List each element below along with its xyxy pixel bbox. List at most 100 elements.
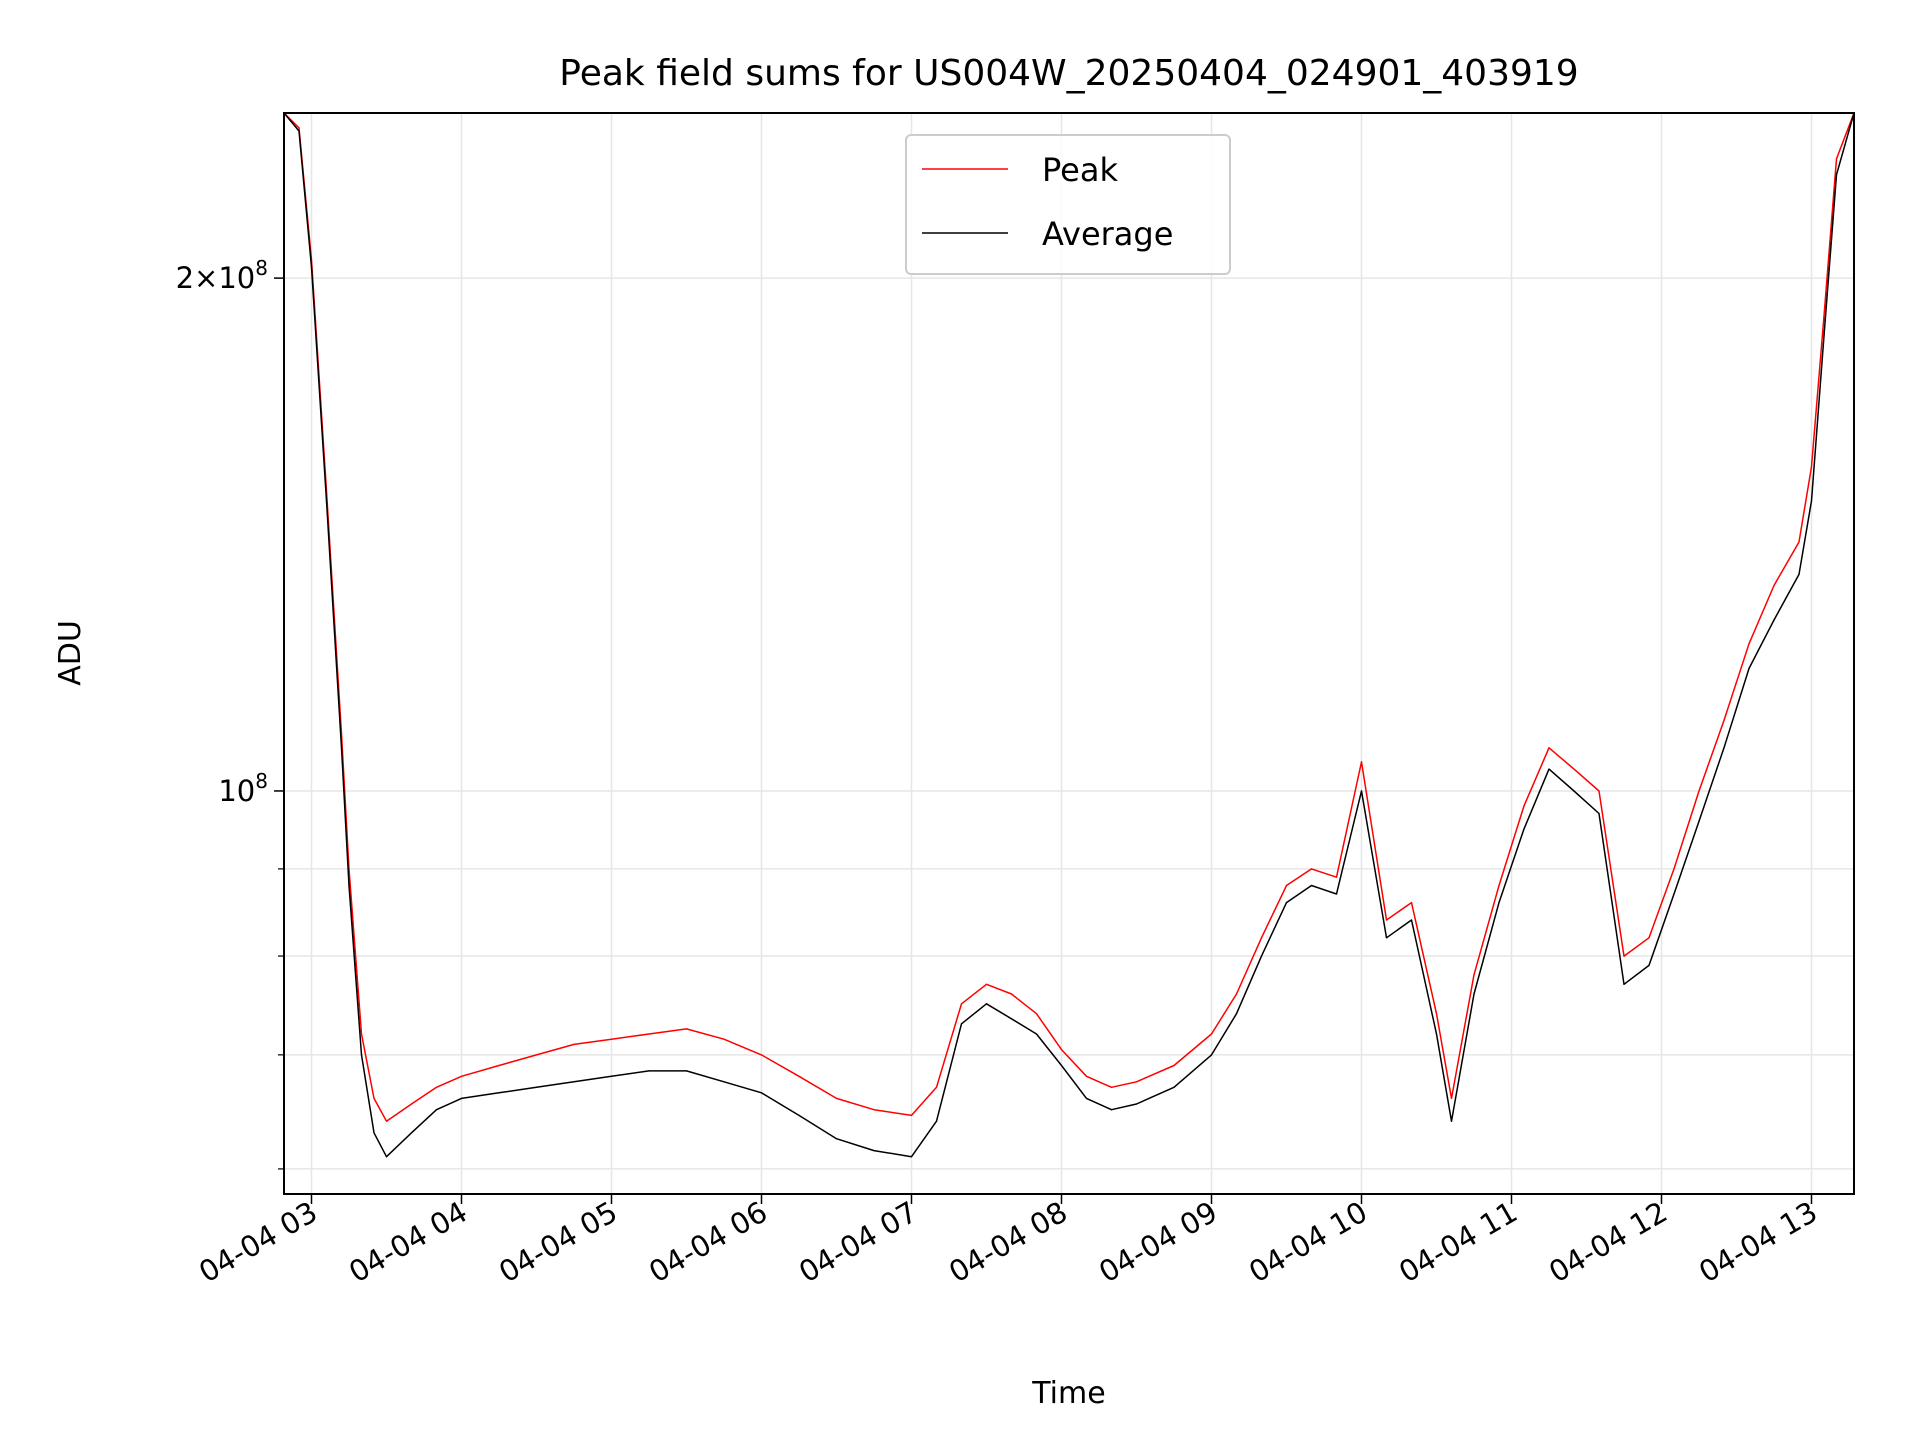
series-point-peak [648,1033,650,1035]
series-point-average [1135,1103,1138,1105]
series-point-peak [835,1097,838,1099]
series-point-peak [1435,1013,1438,1015]
series-point-peak [1060,1049,1063,1051]
series-point-average [385,1156,388,1158]
series-point-average [1698,820,1700,822]
series-point-average [1385,937,1388,939]
series-point-peak [1410,902,1413,904]
series-point-peak [1773,584,1775,587]
series-point-peak [1285,884,1288,887]
series-point-peak [1623,955,1625,957]
series-point-peak [1473,974,1475,976]
series-point-peak [1173,1064,1175,1067]
series-point-peak [373,1097,375,1099]
series-point-peak [1798,541,1800,543]
series-point-peak [1010,993,1013,995]
series-point-peak [435,1086,438,1088]
series-point-average [1060,1064,1063,1067]
series-point-average [1450,1120,1453,1122]
series-point-average [1360,790,1363,792]
series-layer [283,112,1855,1158]
series-point-average [835,1138,838,1140]
series-point-average [1810,500,1813,502]
x-axis-label: Time [1031,1376,1105,1411]
series-point-average [435,1109,438,1111]
series-point-average [1498,902,1500,904]
series-point-average [340,747,343,749]
series-point-average [1648,964,1650,967]
series-point-average [873,1150,875,1152]
y-tick-label: 108 [218,769,268,808]
y-axis-label: ADU [53,620,88,686]
series-point-average [1010,1018,1013,1020]
series-point-average [1723,747,1725,749]
series-point-average [1548,768,1550,770]
y-axis: 108 2×108 [176,256,284,1170]
series-point-average [960,1023,963,1025]
series-point-average [935,1120,938,1122]
series-point-peak [1498,884,1500,887]
series-point-average [760,1092,763,1094]
legend: Peak Average [905,134,1231,275]
series-point-average [1598,812,1600,815]
series-point-peak [1548,747,1550,749]
series-point-average [310,266,313,268]
series-point-average [723,1081,725,1083]
series-point-peak [498,1064,500,1067]
series-point-average [1110,1109,1113,1111]
series-point-average [1260,955,1263,957]
series-point-peak [685,1028,688,1030]
series-point-average [798,1114,800,1116]
series-point-peak [1523,805,1525,807]
series-point-average [460,1097,463,1099]
series-point-peak [535,1054,538,1056]
series-point-peak [1573,768,1575,770]
series-point-peak [1235,993,1238,995]
series-point-average [685,1070,688,1072]
series-point-peak [298,127,300,129]
series-point-average [1210,1054,1213,1056]
series-point-peak [1835,158,1838,160]
series-point-average [1335,893,1338,895]
series-point-peak [1810,466,1813,468]
series-point-average [1835,174,1838,176]
series-point-average [1673,893,1675,895]
series-point-average [573,1081,575,1083]
series-point-peak [1335,876,1338,878]
series-point-peak [1260,937,1263,939]
series-point-peak [1085,1075,1088,1077]
series-point-average [1823,335,1825,337]
series-point-average [360,1054,363,1056]
series-point-average [1748,667,1750,670]
series-point-average [1235,1013,1238,1015]
series-point-peak [910,1114,913,1116]
series-point-average [1035,1033,1038,1035]
plot-frame [283,112,1855,1195]
series-point-peak [960,1003,963,1005]
series-point-average [648,1070,650,1072]
series-point-peak [723,1038,725,1040]
series-point-average [410,1132,413,1134]
series-point-average [1310,884,1313,887]
series-point-peak [1748,643,1750,645]
series-point-average [1410,919,1413,921]
series-point-average [1773,619,1775,621]
series-point-average [1085,1097,1088,1099]
legend-label-average: Average [1042,215,1173,253]
series-point-peak [873,1109,875,1111]
series-point-peak [1450,1097,1453,1099]
series-point-peak [385,1120,388,1122]
series-point-average [1623,983,1625,985]
series-point-average [910,1156,913,1158]
series-point-average [535,1086,538,1088]
grid [284,113,1854,1194]
series-point-average [1473,993,1475,995]
series-point-peak [460,1075,463,1077]
series-point-average [610,1075,613,1077]
series-point-average [498,1092,500,1094]
series-point-peak [1360,761,1363,763]
series-point-peak [760,1054,763,1056]
chart-title: Peak field sums for US004W_20250404_0249… [559,53,1578,94]
series-point-peak [360,1033,363,1035]
